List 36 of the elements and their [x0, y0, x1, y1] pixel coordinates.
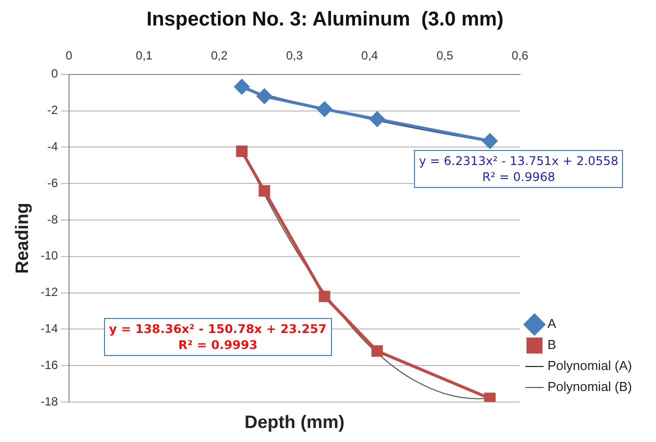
x-tick-label: 0,6: [512, 48, 529, 63]
x-tick-label: 0,4: [361, 48, 378, 63]
annotation: y = 138.36x² - 150.78x + 23.257 R² = 0.9993: [104, 318, 332, 356]
point: [482, 134, 498, 149]
point: [234, 79, 250, 94]
legend-label: B: [547, 337, 556, 352]
point: [258, 185, 270, 197]
y-tick-label: -10: [40, 248, 58, 263]
point: [318, 290, 330, 302]
y-tick-label: -14: [40, 322, 58, 336]
y-tick-label: -6: [47, 176, 58, 190]
point: [256, 88, 272, 104]
x-tick-label: 0,3: [286, 48, 304, 63]
point: [484, 392, 496, 402]
x-tick-label: 0,5: [436, 48, 454, 63]
y-tick-label: 0: [51, 66, 58, 81]
point: [370, 112, 385, 127]
y-tick-label: -2: [47, 103, 58, 118]
annotation: y = 6.2313x² - 13.751x + 2.0558 R² = 0.9968: [414, 150, 624, 188]
legend-label: A: [547, 316, 556, 332]
legend-label: Polynomial (A): [547, 358, 632, 374]
y-tick-label: -16: [40, 358, 58, 372]
y-tick-label: -8: [47, 212, 58, 226]
x-axis-title: Depth (mm): [244, 412, 344, 432]
y-axis-title: Reading: [12, 202, 32, 274]
y-tick-label: -12: [40, 285, 58, 300]
point: [317, 102, 332, 117]
y-tick-label: -18: [40, 394, 58, 408]
legend-label: Polynomial (B): [547, 379, 632, 394]
x-tick-label: 0,1: [136, 48, 153, 63]
x-tick-label: 0: [66, 48, 73, 63]
y-tick-label: -4: [47, 140, 58, 154]
chart-title: Inspection No. 3: Aluminum (3.0 mm): [146, 8, 504, 31]
point: [236, 145, 248, 157]
point: [371, 345, 383, 357]
x-tick-label: 0,2: [210, 48, 228, 63]
